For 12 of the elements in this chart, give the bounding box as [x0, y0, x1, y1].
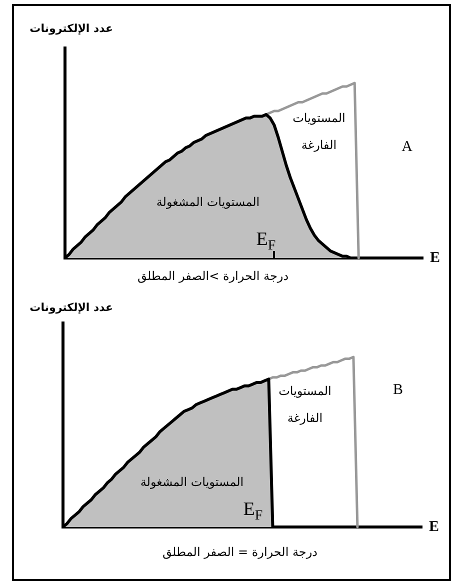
series-label: المستويات الفارغة	[292, 111, 346, 152]
series-label: المستويات الفارغة	[278, 384, 332, 426]
annotation: B	[393, 382, 404, 398]
text: درجة الحرارة = الصفر المطلق	[162, 545, 318, 560]
x-axis-title: E	[429, 518, 440, 535]
y-axis-title: عدد الإلكترونات	[30, 22, 114, 35]
x-axis-title: E	[430, 250, 440, 266]
series-label: المستويات المشغولة	[140, 475, 244, 490]
annotation: A	[402, 138, 413, 155]
series-label: المستويات المشغولة	[156, 195, 260, 210]
y-axis-title: عدد الإلكترونات	[30, 300, 114, 314]
text: درجة الحرارة >الصفر المطلق	[137, 269, 289, 284]
